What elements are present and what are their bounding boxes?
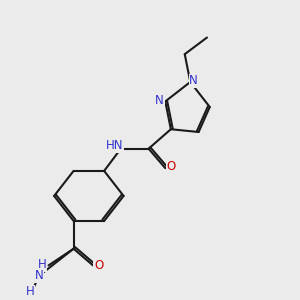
Text: HN: HN <box>106 140 124 152</box>
Text: H: H <box>26 285 35 298</box>
Text: O: O <box>94 259 103 272</box>
Text: N: N <box>189 74 198 87</box>
Text: N: N <box>34 269 43 283</box>
Text: H: H <box>38 258 47 272</box>
Text: N: N <box>155 94 164 106</box>
Text: O: O <box>166 160 176 173</box>
